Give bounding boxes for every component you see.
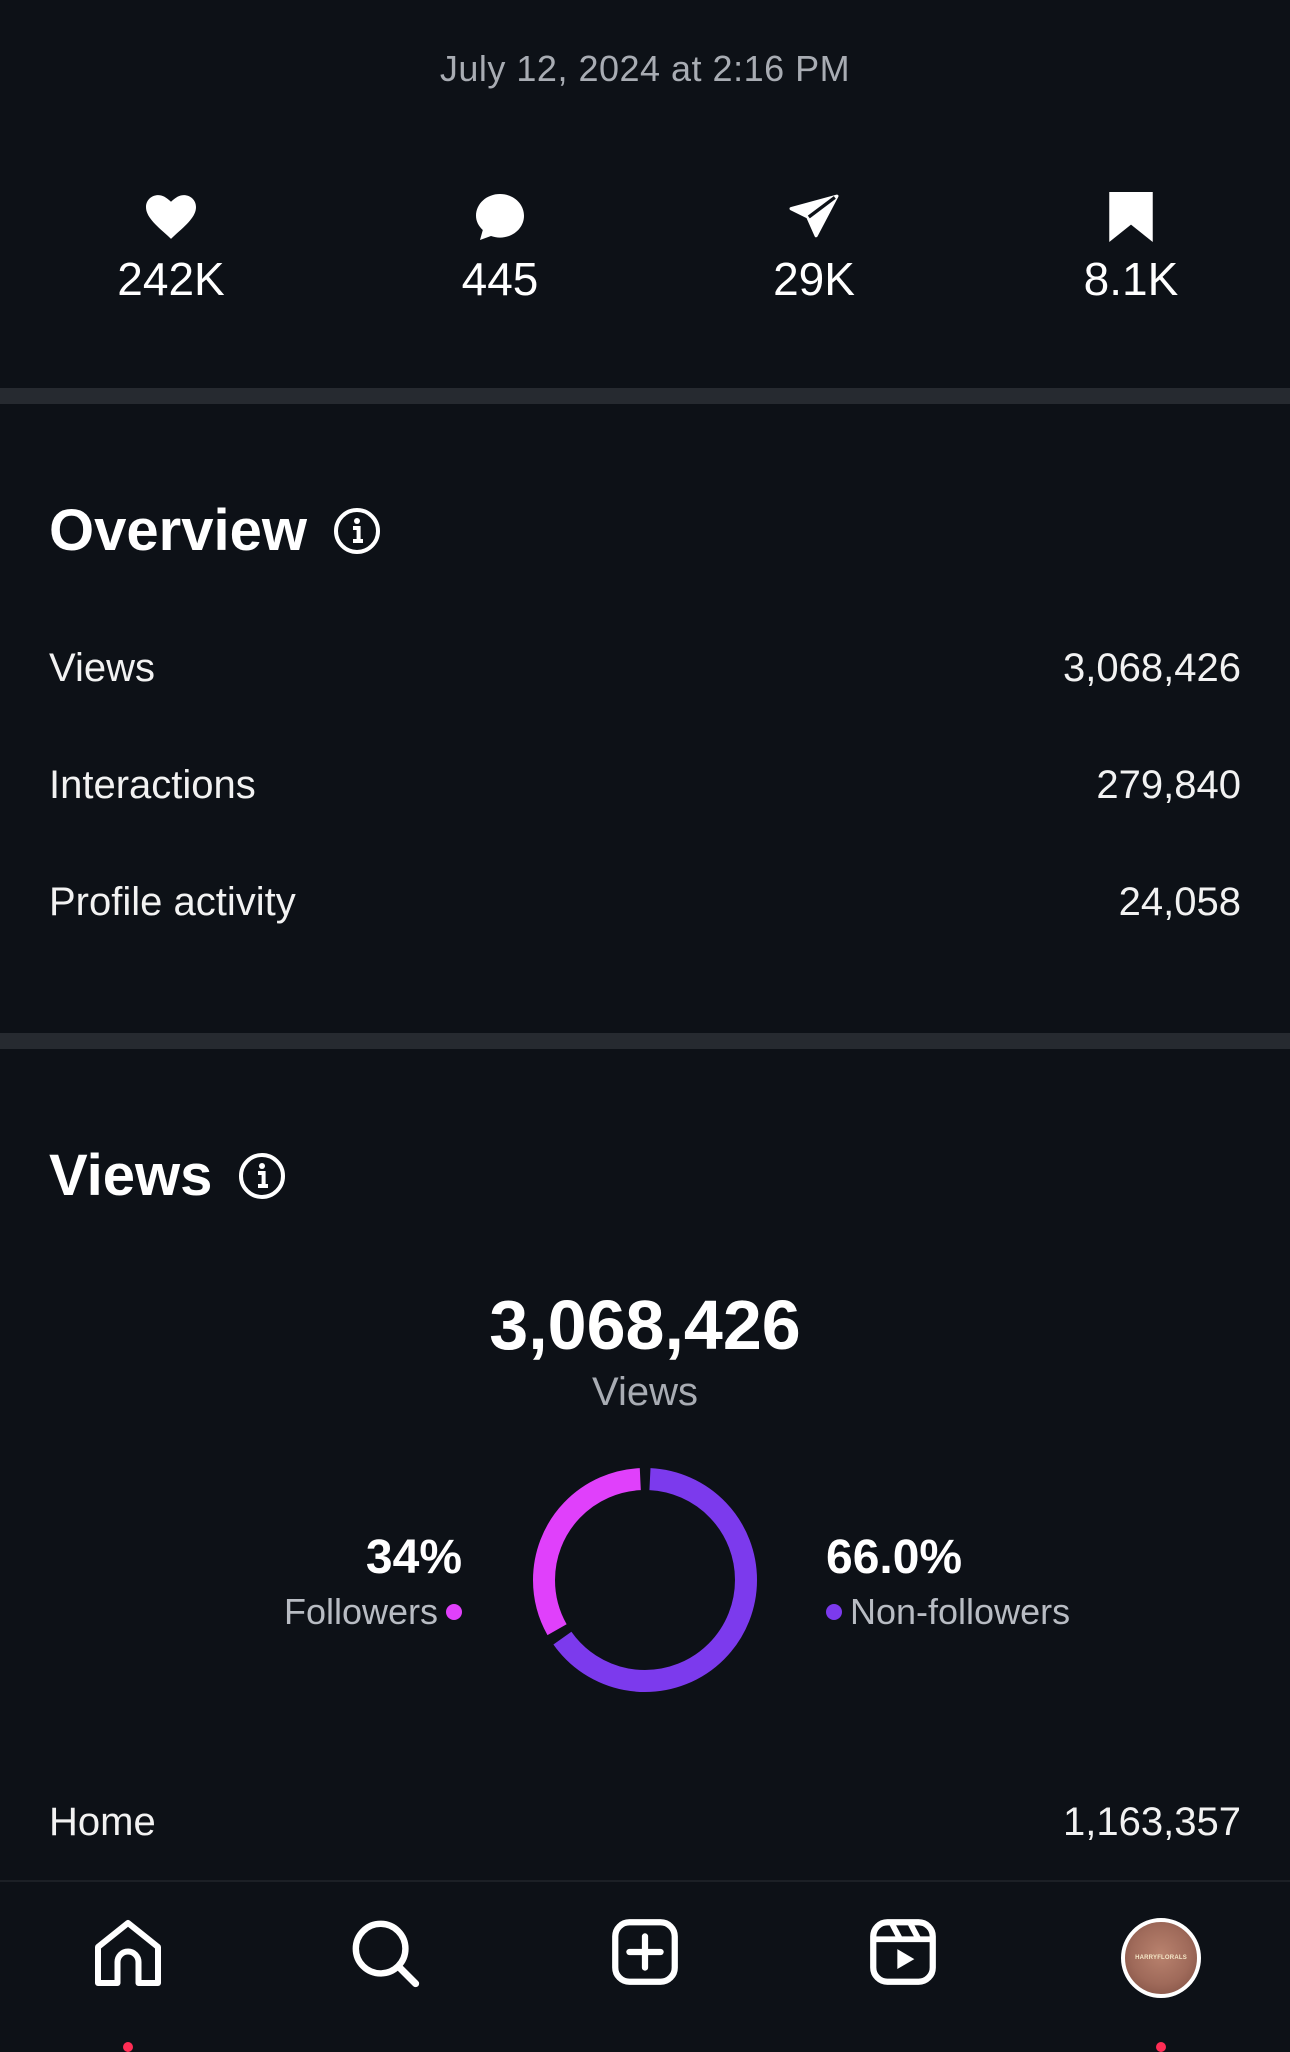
overview-row-interactions[interactable]: Interactions 279,840 — [49, 755, 1241, 815]
views-row-home[interactable]: Home 1,163,357 — [49, 1792, 1241, 1852]
likes-count: 242K — [117, 253, 225, 305]
comments-stat[interactable]: 445 — [400, 186, 600, 306]
reels-icon — [870, 1919, 936, 1985]
tab-profile[interactable]: HARRYFLORALS — [1111, 1918, 1211, 2052]
bottom-tab-bar: HARRYFLORALS — [0, 1882, 1290, 2052]
row-label: Profile activity — [49, 879, 296, 924]
tab-home[interactable] — [78, 1918, 178, 2052]
section-divider — [0, 1033, 1290, 1049]
info-icon[interactable] — [333, 507, 381, 555]
overview-row-views[interactable]: Views 3,068,426 — [49, 638, 1241, 698]
comments-count: 445 — [461, 253, 539, 305]
overview-row-profile-activity[interactable]: Profile activity 24,058 — [49, 872, 1241, 932]
views-donut-chart — [533, 1468, 757, 1692]
tab-create[interactable] — [595, 1918, 695, 2018]
avatar-text: HARRYFLORALS — [1135, 1955, 1187, 1961]
saves-stat[interactable]: 8.1K — [1031, 186, 1231, 306]
non-followers-percent: 66.0% — [826, 1531, 963, 1584]
overview-title: Overview — [49, 498, 307, 563]
share-icon — [714, 186, 914, 248]
row-value: 24,058 — [1118, 879, 1241, 924]
non-followers-legend: 66.0% Non-followers — [826, 1530, 1070, 1633]
views-title: Views — [49, 1143, 213, 1208]
followers-legend: 34% Followers — [284, 1530, 462, 1633]
row-value: 279,840 — [1096, 762, 1241, 807]
row-label: Views — [49, 645, 155, 690]
row-label: Interactions — [49, 762, 256, 807]
profile-avatar: HARRYFLORALS — [1121, 1918, 1201, 1998]
followers-label: Followers — [283, 1591, 438, 1632]
non-followers-label: Non-followers — [850, 1591, 1071, 1632]
followers-percent: 34% — [365, 1531, 462, 1584]
bookmark-icon — [1031, 186, 1231, 248]
section-divider — [0, 388, 1290, 404]
post-timestamp: July 12, 2024 at 2:16 PM — [439, 48, 851, 89]
tab-search[interactable] — [335, 1918, 435, 2018]
views-heading: Views — [49, 1142, 286, 1209]
views-total: 3,068,426 — [489, 1286, 801, 1364]
tab-reels[interactable] — [853, 1918, 953, 2018]
shares-count: 29K — [773, 253, 855, 305]
views-total-label: Views — [592, 1370, 698, 1414]
likes-stat[interactable]: 242K — [71, 186, 271, 306]
info-icon[interactable] — [238, 1152, 286, 1200]
comment-icon — [400, 186, 600, 248]
shares-stat[interactable]: 29K — [714, 186, 914, 306]
non-followers-color-dot — [826, 1604, 842, 1620]
engagement-stats: 242K 445 29K 8.1K — [0, 186, 1290, 316]
tabbar-border — [0, 1880, 1290, 1882]
row-label: Home — [49, 1799, 156, 1844]
heart-icon — [71, 186, 271, 248]
home-icon — [95, 1920, 161, 1986]
non-followers-segment — [533, 1468, 757, 1692]
create-icon — [612, 1919, 678, 1985]
followers-color-dot — [446, 1604, 462, 1620]
row-value: 3,068,426 — [1063, 645, 1241, 690]
overview-heading: Overview — [49, 497, 381, 564]
search-icon — [352, 1920, 420, 1988]
row-value: 1,163,357 — [1063, 1799, 1241, 1844]
saves-count: 8.1K — [1083, 253, 1179, 305]
followers-segment — [533, 1468, 757, 1692]
